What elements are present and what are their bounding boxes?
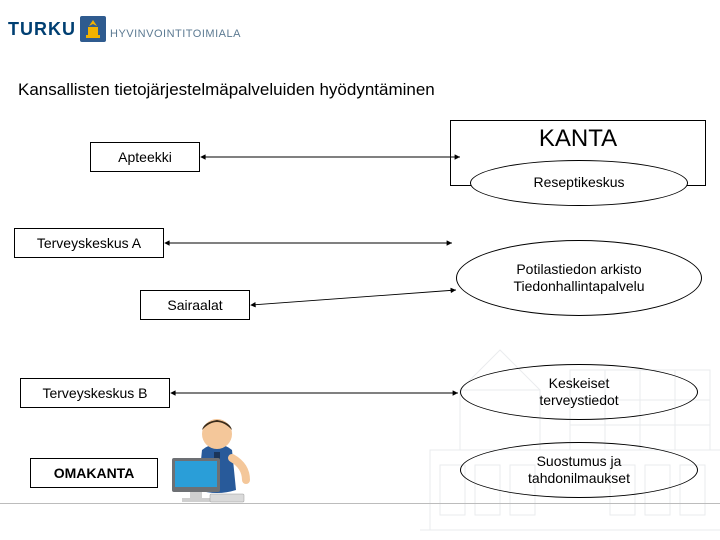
box-apteekki: Apteekki xyxy=(90,142,200,172)
oval-resepti: Reseptikeskus xyxy=(470,160,688,206)
box-sairaalat: Sairaalat xyxy=(140,290,250,320)
footer-divider xyxy=(0,503,720,504)
box-tka: Terveyskeskus A xyxy=(14,228,164,258)
oval-suostumus: Suostumus ja tahdonilmaukset xyxy=(460,442,698,498)
oval-keskeiset: Keskeiset terveystiedot xyxy=(460,364,698,420)
brand-main: TURKU xyxy=(8,19,76,40)
brand-logo-icon xyxy=(80,16,106,42)
brand-sub: HYVINVOINTITOIMIALA xyxy=(110,28,241,40)
header-bar: TURKU HYVINVOINTITOIMIALA xyxy=(0,0,720,42)
kanta-title: KANTA xyxy=(451,125,705,153)
oval-potilas: Potilastiedon arkisto Tiedonhallintapalv… xyxy=(456,240,702,316)
watermark-building-icon xyxy=(420,330,720,540)
user-computer-icon xyxy=(172,400,262,508)
page-title: Kansallisten tietojärjestelmäpalveluiden… xyxy=(18,80,435,100)
box-tkb: Terveyskeskus B xyxy=(20,378,170,408)
box-omakanta: OMAKANTA xyxy=(30,458,158,488)
